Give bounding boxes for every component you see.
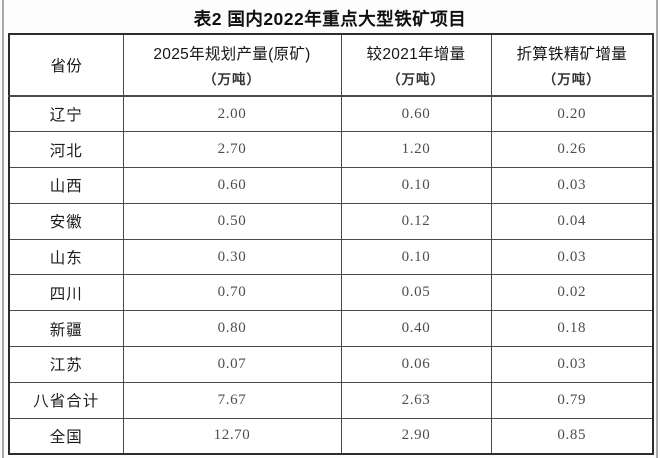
cell-province: 全国	[8, 417, 124, 455]
cell-province: 山东	[8, 238, 124, 276]
cell-concentrate-increase: 0.03	[490, 346, 654, 383]
cell-planned-output: 0.50	[122, 202, 342, 240]
cell-concentrate-increase: 0.85	[490, 417, 654, 455]
cell-province: 辽宁	[8, 95, 124, 133]
column-header-increase-vs-2021-label: 较2021年增量	[366, 46, 466, 63]
cell-concentrate-increase: 0.03	[490, 167, 654, 204]
cell-province: 安徽	[8, 202, 124, 240]
cell-concentrate-increase: 0.79	[490, 381, 654, 419]
column-header-planned-output: 2025年规划产量(原矿) （万吨）	[122, 33, 342, 97]
cell-province: 八省合计	[8, 381, 124, 419]
table-row-shanxi: 山西 0.60 0.10 0.03	[8, 167, 654, 204]
cell-concentrate-increase: 0.03	[490, 238, 654, 276]
cell-increase-vs-2021: 0.12	[340, 202, 492, 240]
table-row-xinjiang: 新疆 0.80 0.40 0.18	[8, 310, 654, 348]
cell-concentrate-increase: 0.02	[490, 274, 654, 312]
cell-planned-output: 0.60	[122, 167, 342, 204]
cell-increase-vs-2021: 2.63	[340, 381, 492, 419]
cell-planned-output: 12.70	[122, 417, 342, 455]
cell-planned-output: 7.67	[122, 381, 342, 419]
column-header-increase-vs-2021-unit: （万吨）	[387, 72, 445, 87]
table-row-jiangsu: 江苏 0.07 0.06 0.03	[8, 346, 654, 383]
table-row-sichuan: 四川 0.70 0.05 0.02	[8, 274, 654, 312]
cell-province: 山西	[8, 167, 124, 204]
column-header-planned-output-label: 2025年规划产量(原矿)	[153, 46, 311, 63]
cell-increase-vs-2021: 0.10	[340, 167, 492, 204]
cell-increase-vs-2021: 1.20	[340, 131, 492, 169]
cell-increase-vs-2021: 0.05	[340, 274, 492, 312]
table-body: 辽宁 2.00 0.60 0.20 河北 2.70 1.20 0.26 山西 0…	[8, 95, 654, 455]
table-row-eight-province-total: 八省合计 7.67 2.63 0.79	[8, 381, 654, 419]
cell-increase-vs-2021: 0.40	[340, 310, 492, 348]
scan-edge-right	[656, 0, 658, 458]
column-header-province-label: 省份	[50, 58, 83, 75]
table-row-shandong: 山东 0.30 0.10 0.03	[8, 238, 654, 276]
cell-concentrate-increase: 0.04	[490, 202, 654, 240]
cell-planned-output: 2.70	[122, 131, 342, 169]
column-header-planned-output-unit: （万吨）	[203, 72, 261, 87]
table-row-anhui: 安徽 0.50 0.12 0.04	[8, 202, 654, 240]
table-header: 省份 2025年规划产量(原矿) （万吨） 较2021年增量 （万吨） 折算铁精…	[8, 33, 654, 97]
cell-increase-vs-2021: 0.10	[340, 238, 492, 276]
cell-province: 江苏	[8, 346, 124, 383]
scan-edge-left	[2, 0, 4, 458]
cell-province: 河北	[8, 131, 124, 169]
table-row-national-total: 全国 12.70 2.90 0.85	[8, 417, 654, 455]
cell-planned-output: 2.00	[122, 95, 342, 133]
table-title: 表2 国内2022年重点大型铁矿项目	[193, 9, 467, 29]
column-header-concentrate-increase: 折算铁精矿增量 （万吨）	[490, 33, 654, 97]
cell-increase-vs-2021: 0.60	[340, 95, 492, 133]
cell-planned-output: 0.80	[122, 310, 342, 348]
column-header-increase-vs-2021: 较2021年增量 （万吨）	[340, 33, 492, 97]
cell-province: 新疆	[8, 310, 124, 348]
header-row: 省份 2025年规划产量(原矿) （万吨） 较2021年增量 （万吨） 折算铁精…	[8, 33, 654, 97]
table-row-hebei: 河北 2.70 1.20 0.26	[8, 131, 654, 169]
column-header-province: 省份	[8, 33, 124, 97]
cell-concentrate-increase: 0.20	[490, 95, 654, 133]
cell-planned-output: 0.70	[122, 274, 342, 312]
cell-concentrate-increase: 0.18	[490, 310, 654, 348]
cell-concentrate-increase: 0.26	[490, 131, 654, 169]
cell-planned-output: 0.07	[122, 346, 342, 383]
column-header-concentrate-increase-label: 折算铁精矿增量	[516, 46, 628, 63]
iron-ore-projects-table: 省份 2025年规划产量(原矿) （万吨） 较2021年增量 （万吨） 折算铁精…	[8, 33, 654, 455]
table-row-liaoning: 辽宁 2.00 0.60 0.20	[8, 95, 654, 133]
cell-increase-vs-2021: 2.90	[340, 417, 492, 455]
cell-increase-vs-2021: 0.06	[340, 346, 492, 383]
cell-province: 四川	[8, 274, 124, 312]
column-header-concentrate-increase-unit: （万吨）	[542, 72, 601, 87]
cell-planned-output: 0.30	[122, 238, 342, 276]
